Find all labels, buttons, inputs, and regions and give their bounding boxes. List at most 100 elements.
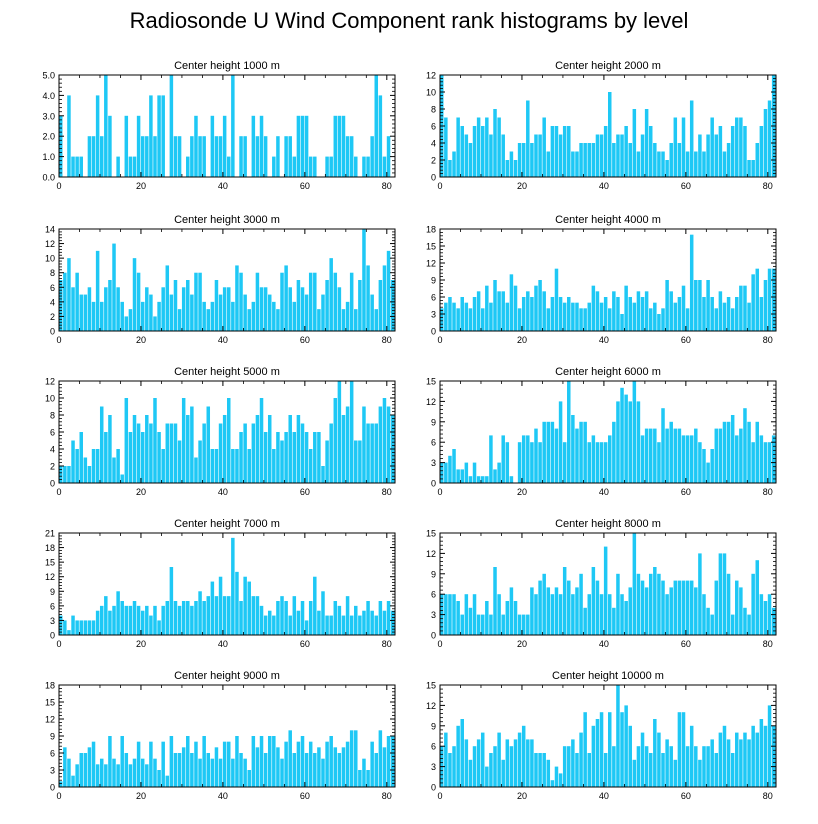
bar: [333, 398, 338, 483]
bar: [771, 725, 776, 787]
bar: [202, 423, 206, 483]
bar: [493, 469, 497, 483]
bar: [579, 732, 583, 787]
bar: [382, 610, 387, 635]
x-tick-label: 40: [599, 181, 609, 191]
bar: [99, 301, 104, 331]
bar: [267, 610, 272, 635]
bar: [464, 594, 469, 635]
bar: [243, 294, 247, 331]
bar: [358, 615, 362, 635]
bar: [329, 423, 333, 483]
x-tick-label: 80: [763, 487, 773, 497]
bar: [91, 449, 96, 483]
bar: [562, 442, 567, 483]
bar: [83, 457, 88, 483]
bar: [99, 605, 104, 635]
bar: [468, 143, 473, 177]
bar: [235, 449, 239, 483]
bar: [595, 580, 600, 635]
bar: [280, 272, 284, 331]
bar: [730, 126, 735, 177]
bar: [267, 294, 272, 331]
bar: [210, 581, 215, 635]
bar: [624, 126, 628, 177]
bar: [669, 421, 673, 483]
bar: [214, 449, 219, 483]
y-tick-label: 3.0: [42, 111, 55, 121]
y-tick-label: 5.0: [42, 71, 55, 81]
bar: [702, 594, 706, 635]
y-tick-label: 2.0: [42, 132, 55, 142]
y-tick-label: 6: [50, 749, 55, 759]
bar: [374, 75, 379, 177]
bar: [222, 596, 227, 635]
bar: [542, 117, 546, 177]
bar: [140, 610, 145, 635]
bar: [730, 753, 735, 787]
bar: [505, 739, 510, 787]
bar: [587, 753, 592, 787]
bar: [251, 301, 256, 331]
bar: [567, 297, 571, 331]
bar: [165, 601, 170, 635]
bar: [321, 591, 325, 635]
y-tick-label: 9: [431, 276, 436, 286]
y-tick-label: 3: [431, 762, 436, 772]
y-tick-label: 2: [431, 156, 436, 166]
bar: [513, 601, 518, 635]
y-tick-label: 6: [431, 742, 436, 752]
x-tick-label: 20: [136, 791, 146, 801]
bar: [624, 394, 628, 483]
bar: [530, 143, 534, 177]
bar: [493, 746, 497, 787]
bar: [710, 614, 714, 635]
bar: [505, 160, 510, 177]
bar: [603, 442, 608, 483]
bar: [153, 136, 157, 177]
bar: [222, 415, 227, 483]
bar: [157, 620, 161, 635]
bar: [714, 753, 719, 787]
bar: [456, 725, 460, 787]
bar: [722, 725, 727, 787]
bar: [476, 476, 481, 483]
bar: [296, 280, 301, 331]
x-tick-label: 60: [681, 791, 691, 801]
bar: [640, 435, 645, 483]
bar: [648, 753, 653, 787]
y-tick-label: 6: [431, 438, 436, 448]
bar: [735, 117, 739, 177]
bar: [378, 95, 383, 177]
bar: [722, 302, 727, 331]
y-tick-label: 0: [431, 173, 436, 183]
bar: [132, 258, 137, 331]
bar: [251, 596, 256, 635]
bar: [149, 95, 153, 177]
bar: [165, 423, 170, 483]
bar: [128, 156, 133, 177]
bar: [337, 605, 342, 635]
bar: [108, 736, 112, 787]
x-tick-label: 40: [599, 791, 609, 801]
bar: [755, 143, 760, 177]
bar: [747, 160, 751, 177]
bar: [259, 605, 264, 635]
plot-frame: [58, 74, 396, 178]
bar: [214, 596, 219, 635]
bar: [726, 573, 731, 635]
y-tick-label: 18: [45, 543, 55, 553]
y-tick-label: 0: [50, 327, 55, 337]
bar: [739, 285, 743, 331]
bar: [763, 109, 768, 177]
bar: [591, 285, 596, 331]
y-tick-label: 6: [431, 590, 436, 600]
bar: [669, 587, 673, 635]
bar: [374, 423, 379, 483]
bar: [444, 302, 448, 331]
bar: [378, 730, 383, 787]
bar: [116, 591, 120, 635]
bar: [149, 615, 153, 635]
bar: [247, 770, 251, 787]
bar: [251, 115, 256, 177]
